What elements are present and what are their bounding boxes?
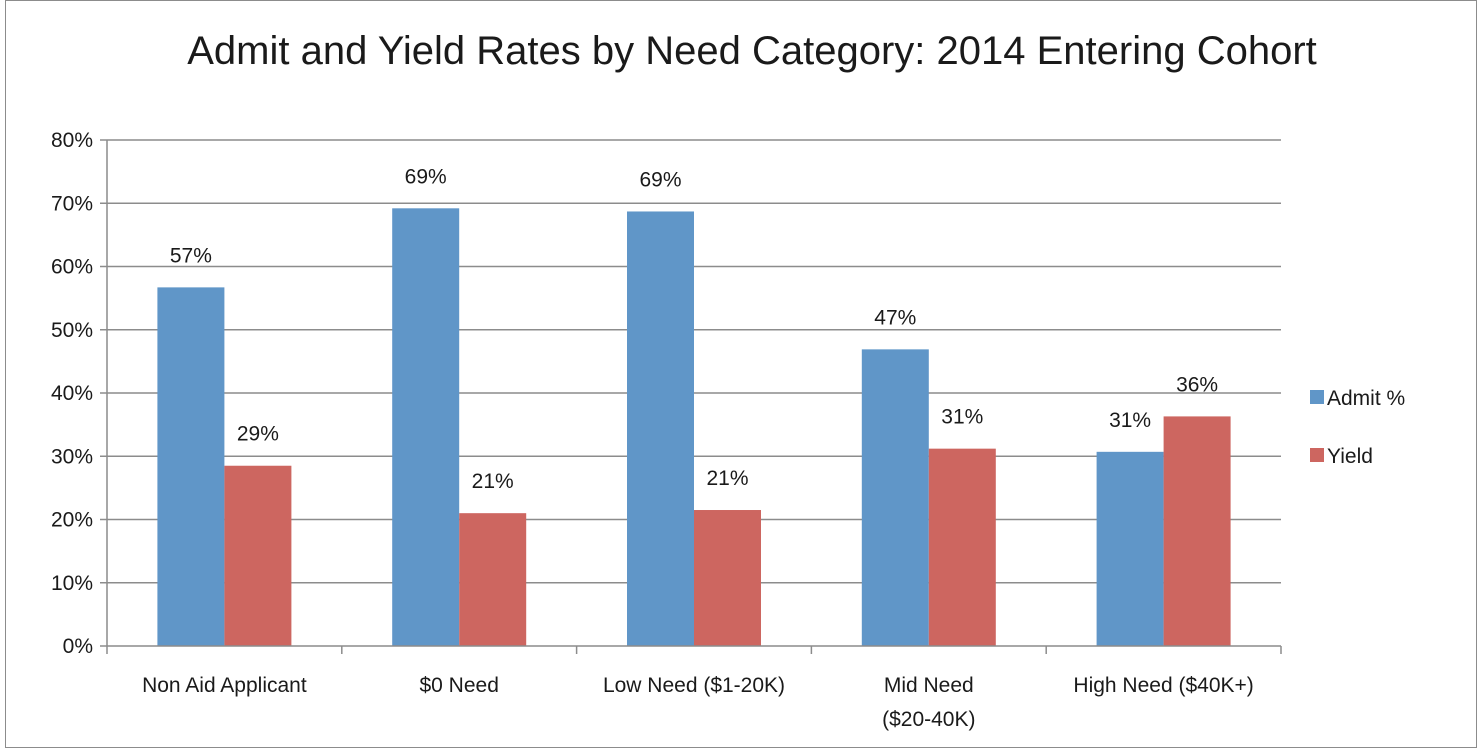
bar-admit <box>392 208 460 646</box>
y-tick-label: 50% <box>51 319 93 342</box>
x-category-label: Mid Need ($20-40K) <box>882 674 975 731</box>
y-tick-label: 10% <box>51 572 93 595</box>
legend-label: Admit % <box>1327 387 1405 410</box>
bar-admit <box>1096 451 1164 646</box>
bar-yield <box>1163 416 1231 646</box>
data-labels: 57% 29% 69% 21% 69% 21% 47% 31% 31% 36% <box>170 165 1218 493</box>
bar-admit <box>861 349 929 646</box>
bar-admit <box>627 211 694 646</box>
bar-yield <box>224 465 292 646</box>
x-category-label: Non Aid Applicant <box>142 674 307 697</box>
chart-title: Admit and Yield Rates by Need Category: … <box>187 29 1317 73</box>
y-tick-label: 60% <box>51 256 93 279</box>
data-label: 69% <box>639 168 681 191</box>
y-tick-label: 80% <box>51 129 93 152</box>
legend-swatch <box>1310 390 1324 404</box>
y-tick-label: 0% <box>63 635 93 658</box>
bars <box>157 208 1231 646</box>
bar-yield <box>928 448 996 646</box>
data-label: 31% <box>1109 409 1151 432</box>
data-label: 47% <box>874 306 916 329</box>
bar-admit <box>157 287 225 646</box>
x-axis-categories: Non Aid Applicant $0 Need Low Need ($1-20K… <box>142 674 1254 731</box>
data-label: 21% <box>706 467 748 490</box>
y-tick-label: 70% <box>51 192 93 215</box>
data-label: 36% <box>1176 373 1218 396</box>
legend-label: Yield <box>1327 445 1373 468</box>
data-label: 21% <box>472 470 514 493</box>
x-category-label: Low Need ($1-20K) <box>603 674 785 697</box>
data-label: 69% <box>405 165 447 188</box>
y-tick-label: 30% <box>51 445 93 468</box>
data-label: 31% <box>941 406 983 429</box>
x-category-label: High Need ($40K+) <box>1073 674 1253 697</box>
data-label: 29% <box>237 423 279 446</box>
data-label: 57% <box>170 244 212 267</box>
x-category-label: $0 Need <box>419 674 498 697</box>
bar-yield <box>694 510 761 646</box>
axes <box>100 139 1282 654</box>
bar-yield <box>459 513 527 646</box>
legend-swatch <box>1310 448 1324 462</box>
y-axis-ticks: 0% 10% 20% 30% 40% 50% 60% 70% 80% <box>51 129 93 658</box>
legend: Admit % Yield <box>1310 387 1405 468</box>
y-tick-label: 40% <box>51 382 93 405</box>
y-tick-label: 20% <box>51 509 93 532</box>
